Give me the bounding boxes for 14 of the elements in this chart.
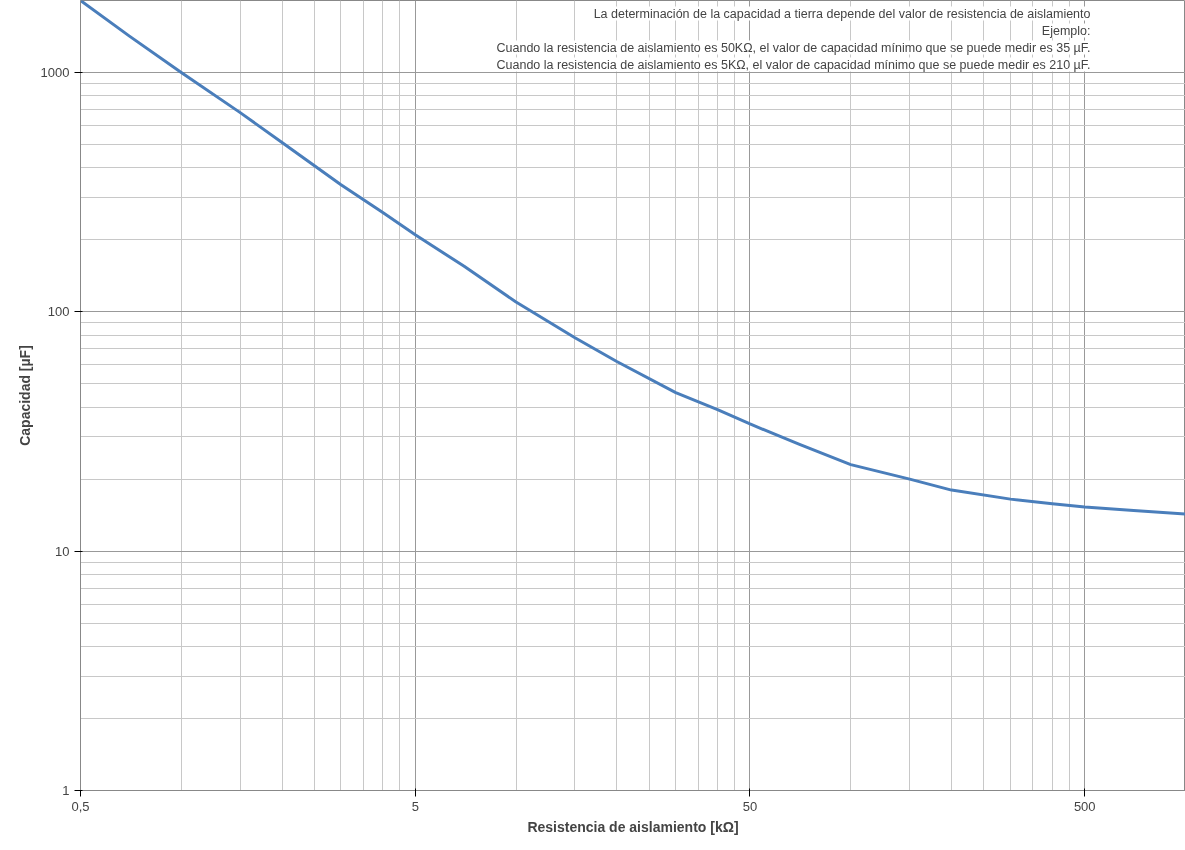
y-tick-label: 1000 [40,65,70,81]
y-tick-label: 10 [55,543,70,559]
annotation: Ejemplo: [1041,23,1091,38]
y-tick-label: 100 [47,304,70,320]
annotation: Cuando la resistencia de aislamiento es 5KΩ, el valor de capacidad mínimo que se puede medir es 210 µF. [496,57,1091,72]
y-axis-title: Capacidad [µF] [16,345,33,446]
annotation: Cuando la resistencia de aislamiento es 50KΩ, el valor de capacidad mínimo que se puede medir es 35 µF. [496,40,1091,55]
x-tick-label: 500 [1073,798,1096,814]
annotation: La determinación de la capacidad a tierra depende del valor de resistencia de aislamiento [593,6,1091,21]
y-tick-label: 1 [62,783,70,798]
x-tick-label: 5 [411,798,419,814]
x-axis-title: Resistencia de aislamiento [kΩ] [527,818,739,835]
x-tick-label: 0,5 [71,798,90,814]
x-tick-label: 50 [742,798,758,814]
